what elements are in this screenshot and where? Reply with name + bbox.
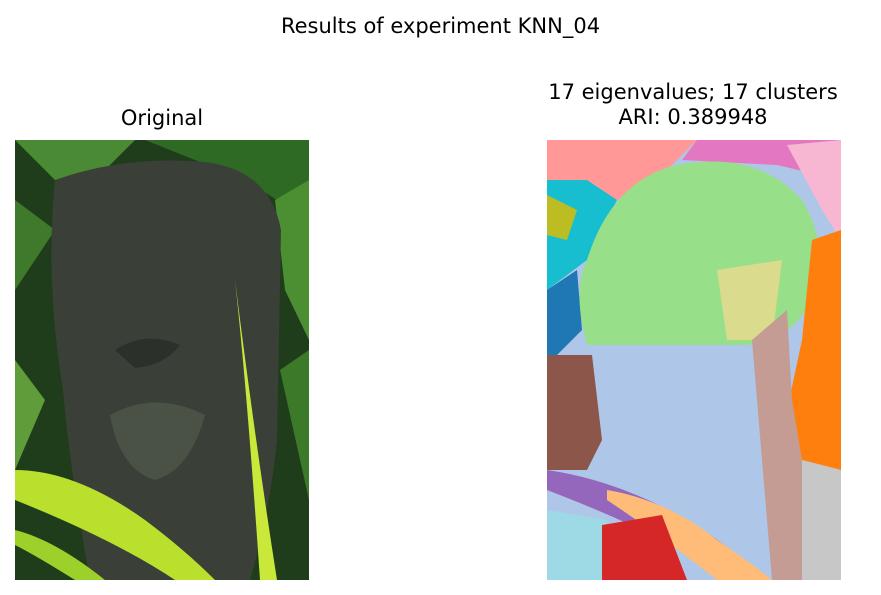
leaf-left-lower [15, 360, 45, 470]
original-image [15, 140, 309, 580]
cluster-orange [787, 230, 841, 470]
leaf-right-lower [280, 350, 309, 500]
leaf-right-mid [275, 180, 309, 340]
cluster-rose [752, 310, 802, 580]
cluster-gray [802, 460, 841, 580]
leaf-top-right [145, 140, 309, 220]
cluster-lightpink [787, 140, 841, 240]
cluster-peach [607, 490, 772, 580]
cluster-blue [547, 270, 582, 355]
right-panel-title: 17 eigenvalues; 17 clusters ARI: 0.38994… [493, 80, 881, 130]
right-panel-title-line2: ARI: 0.389948 [618, 105, 768, 129]
tiki-beard [110, 402, 205, 480]
segmentation-drawing [547, 140, 841, 580]
bright-leaf-bottom [15, 530, 105, 580]
left-panel-title: Original [120, 106, 204, 130]
cluster-salmon [547, 140, 697, 200]
segmentation-image [547, 140, 841, 580]
right-panel-title-line1: 17 eigenvalues; 17 clusters [548, 80, 838, 104]
tiki-eyes [115, 338, 180, 368]
leaf-left-mid [15, 200, 55, 290]
leaf-top-left [15, 140, 135, 200]
bright-leaf-lower [15, 470, 215, 580]
cluster-paleblue [547, 510, 607, 580]
cluster-red [602, 515, 687, 580]
figure-suptitle: Results of experiment KNN_04 [280, 14, 601, 38]
original-image-drawing [15, 140, 309, 580]
cluster-olive [547, 195, 577, 240]
cluster-brown [547, 355, 602, 470]
bright-leaf-vertical [235, 280, 277, 580]
tiki-statue [51, 160, 281, 580]
cluster-khaki [717, 260, 782, 340]
